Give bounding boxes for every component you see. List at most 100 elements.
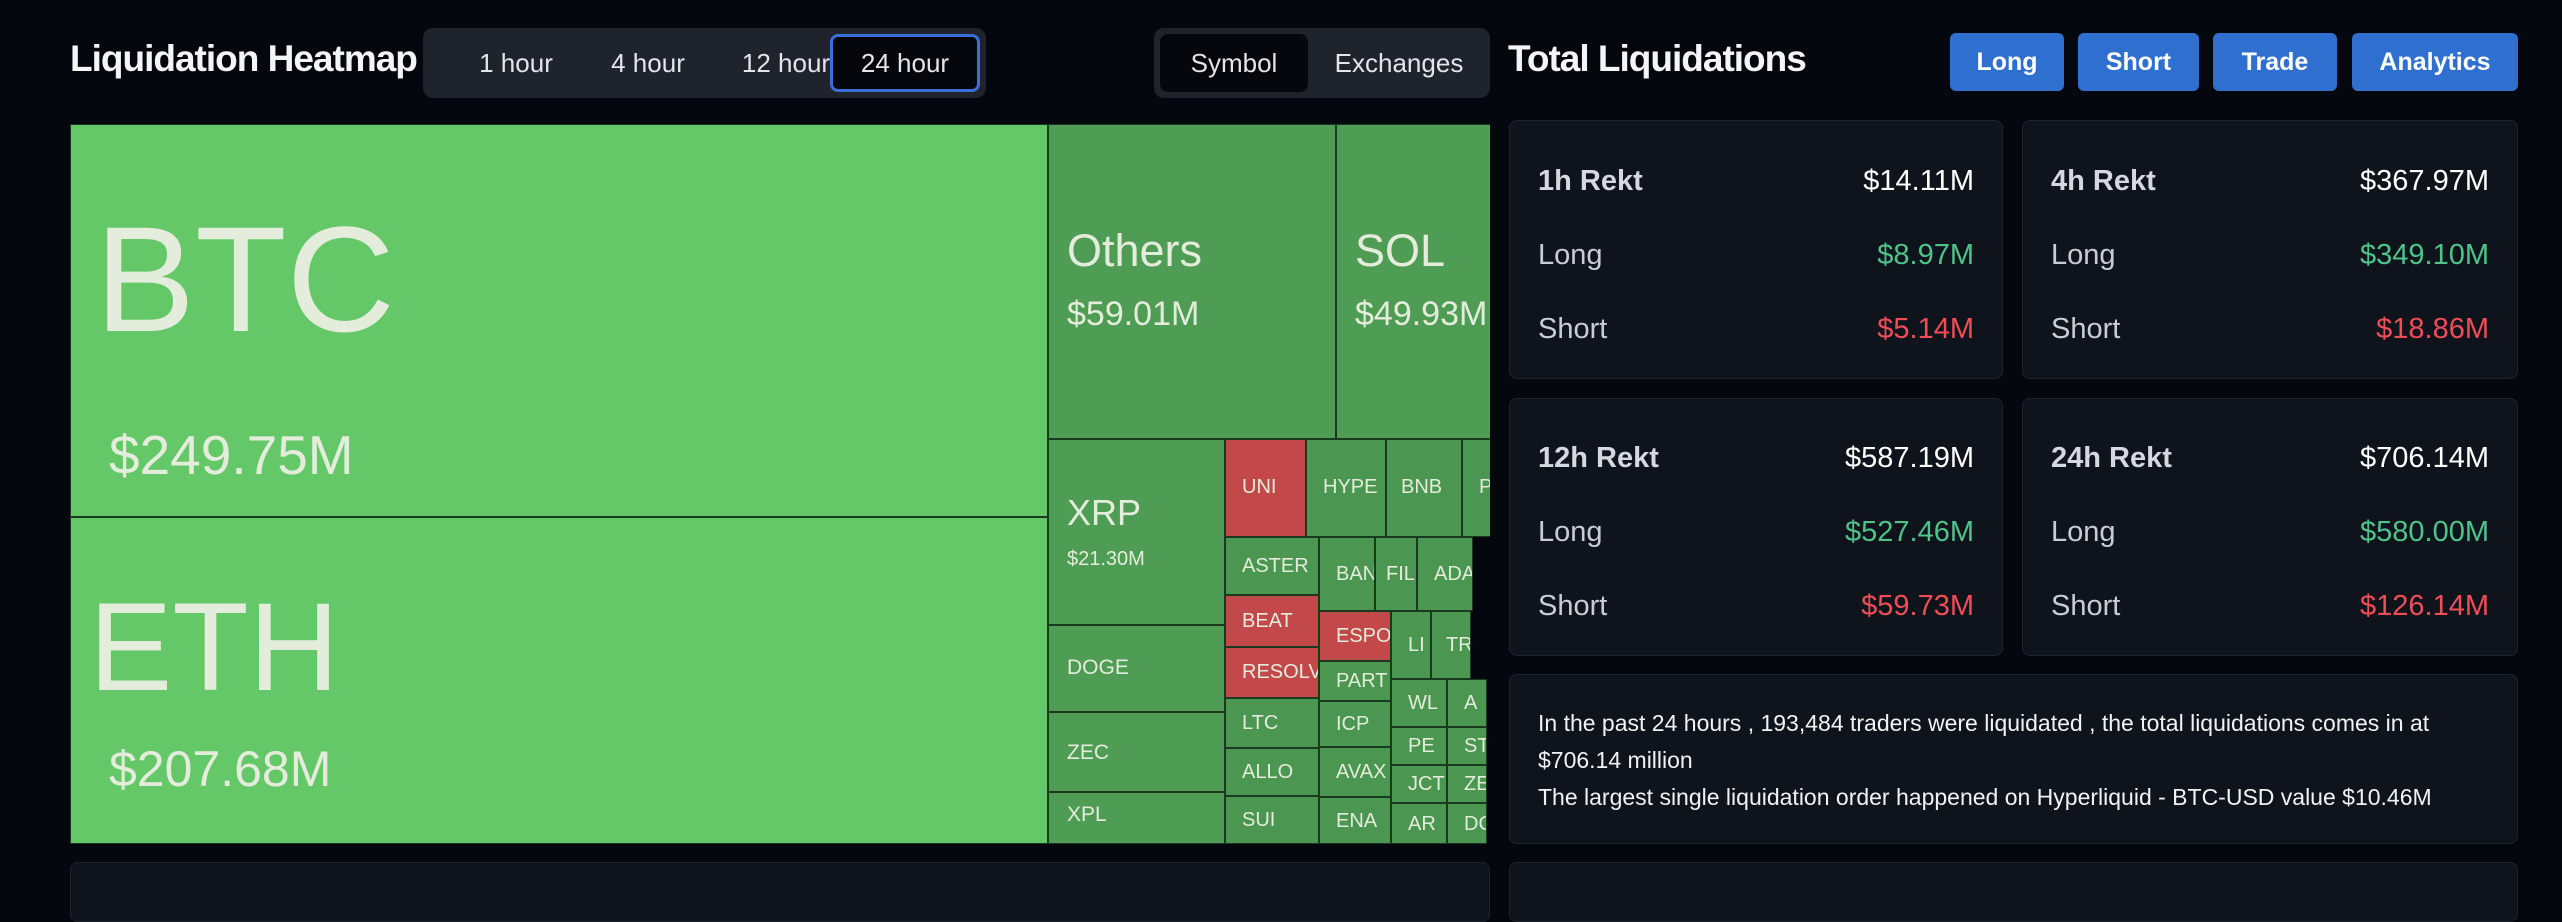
tile-symbol: SUI bbox=[1242, 809, 1276, 831]
heatmap-tile-li[interactable]: LI bbox=[1391, 611, 1431, 679]
heatmap-tile-uni[interactable]: UNI bbox=[1225, 439, 1306, 537]
heatmap-tile-icp[interactable]: ICP bbox=[1319, 701, 1391, 747]
stat-card-1h: 1h Rekt $14.11M Long $8.97M Short $5.14M bbox=[1509, 120, 2003, 379]
tile-symbol: Others bbox=[1067, 225, 1203, 276]
tile-symbol: TR bbox=[1446, 634, 1471, 656]
heatmap-tile-zec[interactable]: ZEC bbox=[1048, 712, 1225, 792]
tile-symbol: LI bbox=[1408, 634, 1425, 656]
heatmap-tile-avax[interactable]: AVAX bbox=[1319, 747, 1391, 797]
tile-value: $21.30M bbox=[1067, 548, 1145, 570]
tile-symbol: ESPO bbox=[1336, 625, 1391, 647]
tile-symbol: BTC bbox=[95, 195, 395, 363]
heatmap-tile-eth[interactable]: ETH $207.68M bbox=[70, 517, 1048, 844]
long-label: Long bbox=[1538, 239, 1603, 271]
heatmap-tile-beat[interactable]: BEAT bbox=[1225, 595, 1319, 647]
totals-footer-panel bbox=[1509, 862, 2518, 922]
tile-symbol: ETH bbox=[89, 578, 339, 717]
tile-value: $49.93M bbox=[1355, 295, 1488, 333]
heatmap-tile-part[interactable]: PART bbox=[1319, 661, 1391, 701]
long-label: Long bbox=[2051, 239, 2116, 271]
long-value: $527.46M bbox=[1845, 516, 1974, 548]
heatmap-tile-sol[interactable]: SOL $49.93M bbox=[1336, 124, 1490, 439]
liquidation-summary: In the past 24 hours , 193,484 traders w… bbox=[1509, 674, 2518, 844]
tile-symbol: DO bbox=[1464, 813, 1486, 835]
analytics-button[interactable]: Analytics bbox=[2352, 33, 2518, 91]
heatmap-tile-ltc[interactable]: LTC bbox=[1225, 698, 1319, 748]
tile-symbol: ASTER bbox=[1242, 555, 1309, 577]
long-button[interactable]: Long bbox=[1950, 33, 2064, 91]
time-option-4h[interactable]: 4 hour bbox=[611, 48, 685, 78]
heatmap-tile-ena[interactable]: ENA bbox=[1319, 797, 1391, 844]
tile-symbol: ICP bbox=[1336, 713, 1370, 735]
short-label: Short bbox=[1538, 590, 1608, 622]
heatmap-tile-wl[interactable]: WL bbox=[1391, 679, 1447, 727]
tile-symbol: ENA bbox=[1336, 810, 1378, 832]
card-label: 24h Rekt bbox=[2051, 442, 2172, 474]
heatmap-tile-ban[interactable]: BAN bbox=[1319, 537, 1375, 611]
short-value: $18.86M bbox=[2376, 313, 2489, 345]
short-label: Short bbox=[2051, 313, 2121, 345]
long-value: $580.00M bbox=[2360, 516, 2489, 548]
tile-symbol: ZE bbox=[1464, 773, 1486, 795]
tile-symbol: HYPE bbox=[1323, 476, 1378, 498]
tile-symbol: LTC bbox=[1242, 712, 1279, 734]
tile-symbol: SOL bbox=[1355, 225, 1446, 276]
totals-title: Total Liquidations bbox=[1508, 38, 1807, 79]
time-option-1h[interactable]: 1 hour bbox=[479, 48, 553, 78]
heatmap-tile-pe[interactable]: PE bbox=[1391, 727, 1447, 765]
stat-card-4h: 4h Rekt $367.97M Long $349.10M Short $18.86… bbox=[2022, 120, 2518, 379]
tile-symbol: JCT bbox=[1408, 773, 1445, 795]
heatmap-tile-xrp[interactable]: XRP $21.30M bbox=[1048, 439, 1225, 625]
tile-symbol: BNB bbox=[1401, 476, 1443, 498]
heatmap-tile-others[interactable]: Others $59.01M bbox=[1048, 124, 1336, 439]
tile-value: $249.75M bbox=[109, 424, 354, 486]
tile-symbol: ADA bbox=[1434, 563, 1473, 585]
heatmap-tile-ada[interactable]: ADA bbox=[1417, 537, 1473, 611]
long-label: Long bbox=[1538, 516, 1603, 548]
heatmap-tile-xpl[interactable]: XPL bbox=[1048, 792, 1225, 844]
card-total: $367.97M bbox=[2360, 165, 2489, 197]
heatmap-tile-resolv[interactable]: RESOLV bbox=[1225, 647, 1319, 698]
heatmap-tile-doge[interactable]: DOGE bbox=[1048, 625, 1225, 712]
heatmap-tile-do[interactable]: DO bbox=[1447, 803, 1487, 844]
heatmap-tile-jct[interactable]: JCT bbox=[1391, 765, 1447, 803]
heatmap-tile-sui[interactable]: SUI bbox=[1225, 796, 1319, 844]
summary-line-1: In the past 24 hours , 193,484 traders w… bbox=[1538, 710, 2430, 773]
view-option-symbol[interactable]: Symbol bbox=[1160, 34, 1308, 92]
heatmap-tile-ze[interactable]: ZE bbox=[1447, 765, 1487, 803]
heatmap-footer-panel bbox=[70, 862, 1490, 922]
tile-symbol: WL bbox=[1408, 692, 1438, 714]
short-value: $126.14M bbox=[2360, 590, 2489, 622]
card-label: 4h Rekt bbox=[2051, 165, 2156, 197]
short-label: Short bbox=[2051, 590, 2121, 622]
view-selector: Symbol Exchanges bbox=[1154, 28, 1490, 98]
time-option-24h[interactable]: 24 hour bbox=[830, 34, 980, 92]
heatmap-tile-btc[interactable]: BTC $249.75M bbox=[70, 124, 1048, 517]
heatmap-tile-espo[interactable]: ESPO bbox=[1319, 611, 1391, 661]
heatmap-tile-st[interactable]: ST bbox=[1447, 727, 1487, 765]
time-range-selector: 1 hour 4 hour 12 hour 24 hour bbox=[423, 28, 986, 98]
heatmap-tile-ar[interactable]: AR bbox=[1391, 803, 1447, 844]
tile-symbol: BEAT bbox=[1242, 610, 1293, 632]
tile-symbol: PE bbox=[1408, 735, 1435, 757]
tile-symbol: RESOLV bbox=[1242, 661, 1319, 683]
time-option-12h[interactable]: 12 hour bbox=[741, 48, 831, 78]
heatmap-tile-a[interactable]: A bbox=[1447, 679, 1487, 727]
heatmap-tile-hype[interactable]: HYPE bbox=[1306, 439, 1386, 537]
heatmap-tile-bnb[interactable]: BNB bbox=[1386, 439, 1462, 537]
heatmap-tile-aster[interactable]: ASTER bbox=[1225, 537, 1319, 595]
view-option-exchanges[interactable]: Exchanges bbox=[1334, 48, 1464, 78]
tile-symbol: BAN bbox=[1336, 563, 1375, 585]
tile-symbol: ST bbox=[1464, 735, 1486, 757]
heatmap-tile-allo[interactable]: ALLO bbox=[1225, 748, 1319, 796]
stat-card-12h: 12h Rekt $587.19M Long $527.46M Short $59.7… bbox=[1509, 398, 2003, 656]
tile-symbol: DOGE bbox=[1067, 656, 1129, 679]
card-label: 1h Rekt bbox=[1538, 165, 1643, 197]
short-button[interactable]: Short bbox=[2078, 33, 2199, 91]
trade-button[interactable]: Trade bbox=[2213, 33, 2337, 91]
tile-symbol: PART bbox=[1336, 670, 1388, 692]
heatmap-tile-fil[interactable]: FIL bbox=[1375, 537, 1417, 611]
card-total: $587.19M bbox=[1845, 442, 1974, 474]
heatmap-tile-p[interactable]: P bbox=[1462, 439, 1490, 537]
heatmap-tile-tr[interactable]: TR bbox=[1431, 611, 1471, 679]
